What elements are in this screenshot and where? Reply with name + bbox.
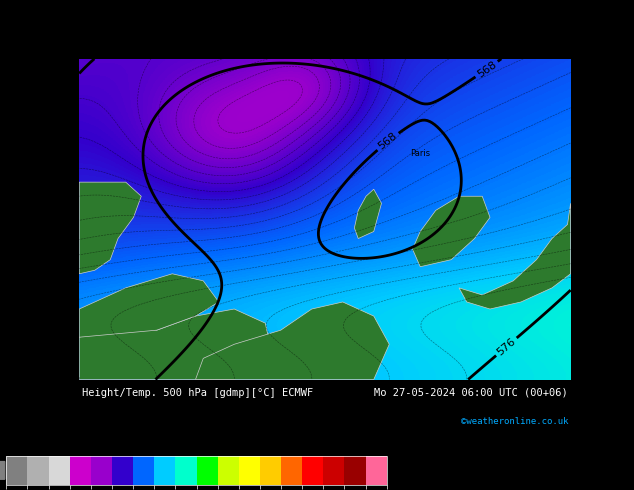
Polygon shape [354, 189, 382, 239]
Text: 568: 568 [377, 131, 399, 152]
Polygon shape [79, 309, 273, 379]
Polygon shape [79, 274, 219, 337]
Polygon shape [459, 203, 571, 309]
Text: ©weatheronline.co.uk: ©weatheronline.co.uk [461, 417, 568, 426]
Polygon shape [195, 302, 389, 379]
FancyArrow shape [0, 457, 5, 484]
Text: Mo 27-05-2024 06:00 UTC (00+06): Mo 27-05-2024 06:00 UTC (00+06) [375, 388, 568, 398]
Text: Height/Temp. 500 hPa [gdmp][°C] ECMWF: Height/Temp. 500 hPa [gdmp][°C] ECMWF [82, 388, 313, 398]
Polygon shape [413, 196, 490, 267]
Text: 576: 576 [495, 336, 518, 357]
Polygon shape [79, 182, 141, 274]
Text: 568: 568 [475, 59, 498, 79]
Text: Paris: Paris [410, 149, 430, 158]
